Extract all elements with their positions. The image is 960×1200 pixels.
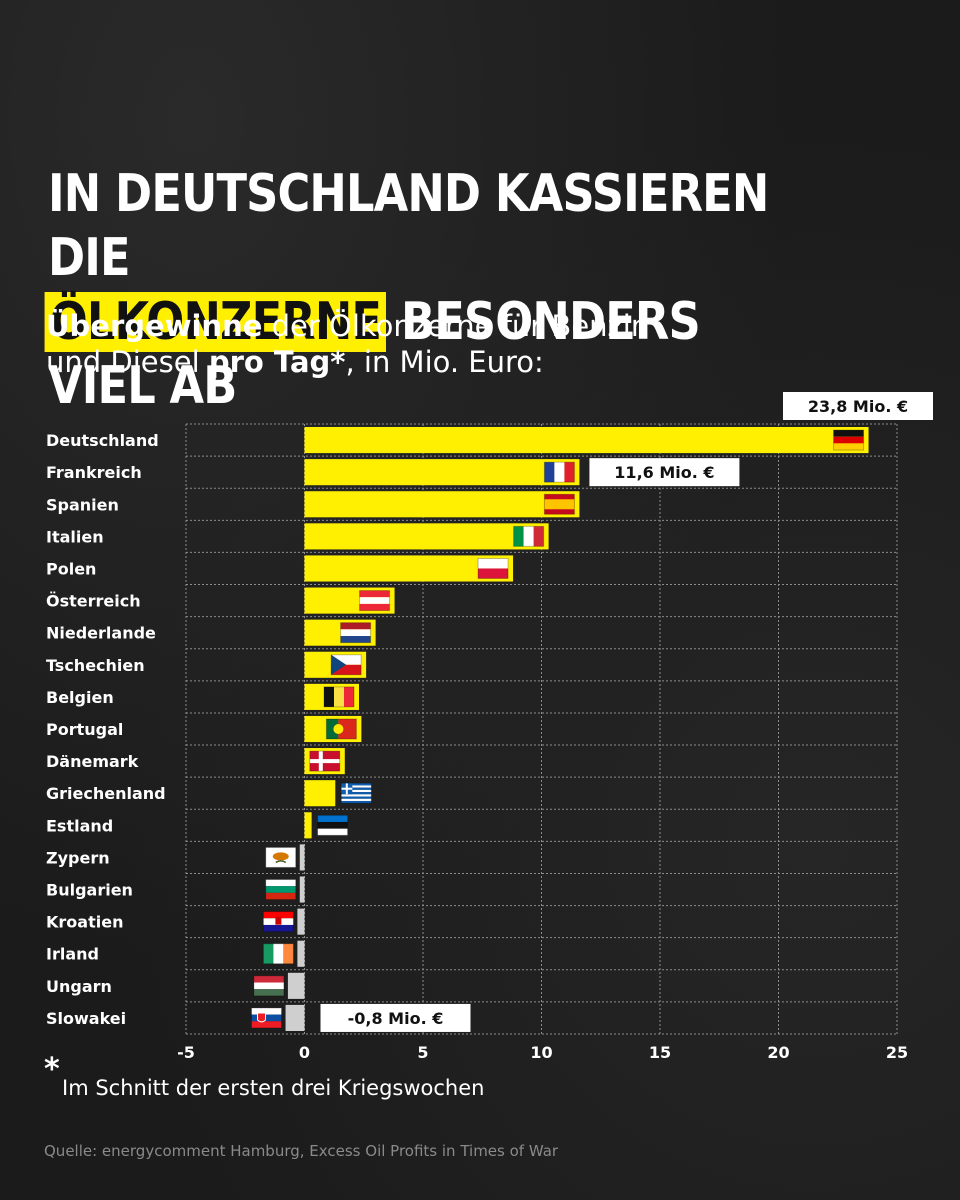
- x-tick-label: -5: [177, 1043, 195, 1062]
- category-label: Niederlande: [46, 624, 156, 643]
- category-label: Belgien: [46, 688, 114, 707]
- flag-austria-icon: [359, 590, 391, 612]
- bar: [304, 459, 580, 486]
- bar: [285, 1004, 305, 1031]
- flag-italy-icon: [513, 525, 545, 547]
- title-highlight: ÖLKONZERNE: [44, 292, 387, 352]
- bar: [304, 812, 312, 839]
- bar: [304, 491, 580, 518]
- flag-spain-icon: [543, 493, 575, 515]
- category-label: Dänemark: [46, 752, 139, 771]
- category-label: Italien: [46, 527, 104, 546]
- category-label: Kroatien: [46, 913, 123, 932]
- flag-portugal-icon: [325, 718, 357, 740]
- value-annotation: -0,8 Mio. €: [320, 1003, 471, 1032]
- bar: [297, 908, 305, 935]
- bar: [299, 844, 305, 871]
- subtitle-bold-1: Übergewinne: [46, 309, 263, 343]
- subtitle-text-1: der Ölkonzerne für Benzin: [262, 309, 650, 343]
- annotation-label: 11,6 Mio. €: [614, 463, 714, 482]
- annotation-label: -0,8 Mio. €: [348, 1009, 444, 1028]
- bar: [297, 940, 305, 967]
- flag-ireland-icon: [262, 943, 294, 965]
- flag-estonia-icon: [317, 814, 349, 836]
- footnote-star: *: [44, 1052, 60, 1087]
- category-label: Polen: [46, 559, 96, 578]
- category-label: Deutschland: [46, 431, 159, 450]
- bar: [304, 427, 869, 454]
- bar: [304, 780, 336, 807]
- flag-poland-icon: [477, 557, 509, 579]
- x-tick-label: 15: [649, 1043, 671, 1062]
- footnote-text: Im Schnitt der ersten drei Kriegswochen: [62, 1076, 485, 1100]
- subtitle: Übergewinne der Ölkonzerne für Benzin un…: [46, 308, 926, 380]
- category-label: Irland: [46, 945, 99, 964]
- subtitle-text-3: , in Mio. Euro:: [345, 345, 544, 379]
- category-label: Bulgarien: [46, 881, 133, 900]
- flag-belgium-icon: [323, 686, 355, 708]
- category-label: Tschechien: [46, 656, 145, 675]
- x-tick-label: 0: [299, 1043, 310, 1062]
- category-label: Ungarn: [46, 977, 112, 996]
- flag-greece-icon: [340, 782, 372, 804]
- flag-bulgaria-icon: [265, 879, 297, 901]
- subtitle-text-2: und Diesel: [46, 345, 209, 379]
- value-annotation: 11,6 Mio. €: [589, 458, 740, 487]
- flag-germany-icon: [833, 429, 865, 451]
- flag-slovakia-icon: [251, 1007, 283, 1029]
- bar: [287, 972, 305, 999]
- category-label: Österreich: [46, 592, 141, 611]
- value-annotation: 23,8 Mio. €: [783, 392, 933, 420]
- title-line-2-rest: BESONDERS VIEL AB: [48, 292, 701, 416]
- flag-netherlands-icon: [340, 622, 372, 644]
- flag-denmark-icon: [309, 750, 341, 772]
- category-label: Frankreich: [46, 463, 142, 482]
- title-line-2: ÖLKONZERNE BESONDERS VIEL AB: [44, 290, 805, 418]
- source-text: Quelle: energycomment Hamburg, Excess Oi…: [44, 1142, 559, 1160]
- x-tick-label: 20: [767, 1043, 789, 1062]
- flag-france-icon: [543, 461, 575, 483]
- bar: [299, 876, 305, 903]
- annotation-label: 23,8 Mio. €: [808, 397, 908, 416]
- x-tick-label: 25: [886, 1043, 908, 1062]
- flag-cyprus-icon: [265, 846, 297, 868]
- x-tick-label: 10: [530, 1043, 552, 1062]
- category-label: Zypern: [46, 848, 110, 867]
- bar: [304, 523, 549, 550]
- category-label: Spanien: [46, 495, 119, 514]
- x-tick-label: 5: [417, 1043, 428, 1062]
- page-title: IN DEUTSCHLAND KASSIEREN DIE ÖLKONZERNE …: [44, 162, 805, 418]
- category-label: Slowakei: [46, 1009, 126, 1028]
- flag-czechia-icon: [330, 654, 362, 676]
- flag-hungary-icon: [253, 975, 285, 997]
- flag-croatia-icon: [262, 911, 294, 933]
- title-line-1: IN DEUTSCHLAND KASSIEREN DIE: [48, 164, 769, 288]
- category-label: Estland: [46, 816, 113, 835]
- category-label: Griechenland: [46, 784, 166, 803]
- category-label: Portugal: [46, 720, 123, 739]
- subtitle-bold-2: pro Tag*: [208, 345, 346, 379]
